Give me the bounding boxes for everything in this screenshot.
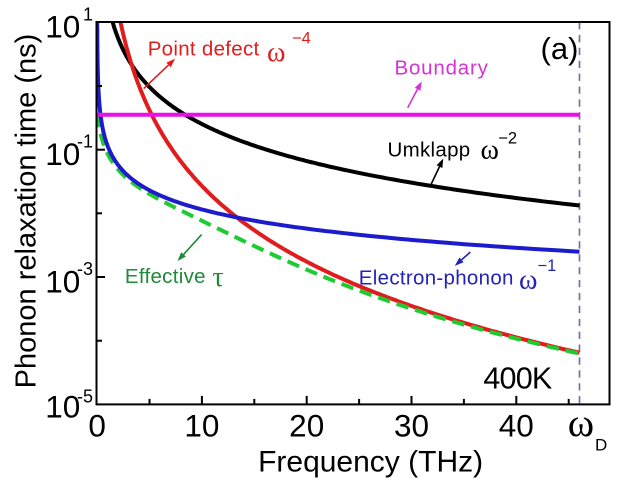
- svg-text:ω: ω: [568, 400, 594, 445]
- svg-text:-5: -5: [77, 386, 93, 406]
- svg-text:(a): (a): [541, 31, 579, 66]
- svg-text:ω: ω: [481, 134, 499, 165]
- svg-text:30: 30: [394, 408, 429, 444]
- svg-text:10: 10: [45, 263, 80, 299]
- svg-text:−1: −1: [538, 257, 557, 275]
- svg-text:-1: -1: [77, 132, 93, 152]
- svg-text:ω: ω: [267, 37, 285, 68]
- svg-text:400K: 400K: [483, 361, 551, 395]
- svg-text:Effective: Effective: [125, 265, 206, 288]
- svg-text:τ: τ: [213, 262, 224, 293]
- svg-text:Boundary: Boundary: [395, 56, 489, 79]
- svg-text:Phonon relaxation time (ns): Phonon relaxation time (ns): [11, 34, 43, 389]
- svg-text:1: 1: [83, 4, 93, 24]
- svg-text:Electron-phonon: Electron-phonon: [359, 267, 514, 290]
- svg-text:Umklapp: Umklapp: [388, 138, 471, 161]
- svg-text:10: 10: [45, 9, 80, 45]
- svg-text:20: 20: [289, 408, 324, 444]
- svg-text:Frequency (THz): Frequency (THz): [258, 445, 483, 478]
- svg-text:D: D: [595, 436, 607, 455]
- svg-text:10: 10: [184, 408, 219, 444]
- svg-text:Point defect: Point defect: [148, 37, 260, 60]
- svg-text:−2: −2: [498, 130, 517, 148]
- svg-text:10: 10: [45, 389, 80, 425]
- svg-text:10: 10: [45, 136, 80, 172]
- svg-text:−4: −4: [292, 29, 311, 47]
- svg-text:0: 0: [88, 408, 106, 444]
- svg-text:40: 40: [499, 408, 534, 444]
- svg-text:-3: -3: [77, 259, 93, 279]
- svg-text:ω: ω: [519, 265, 537, 296]
